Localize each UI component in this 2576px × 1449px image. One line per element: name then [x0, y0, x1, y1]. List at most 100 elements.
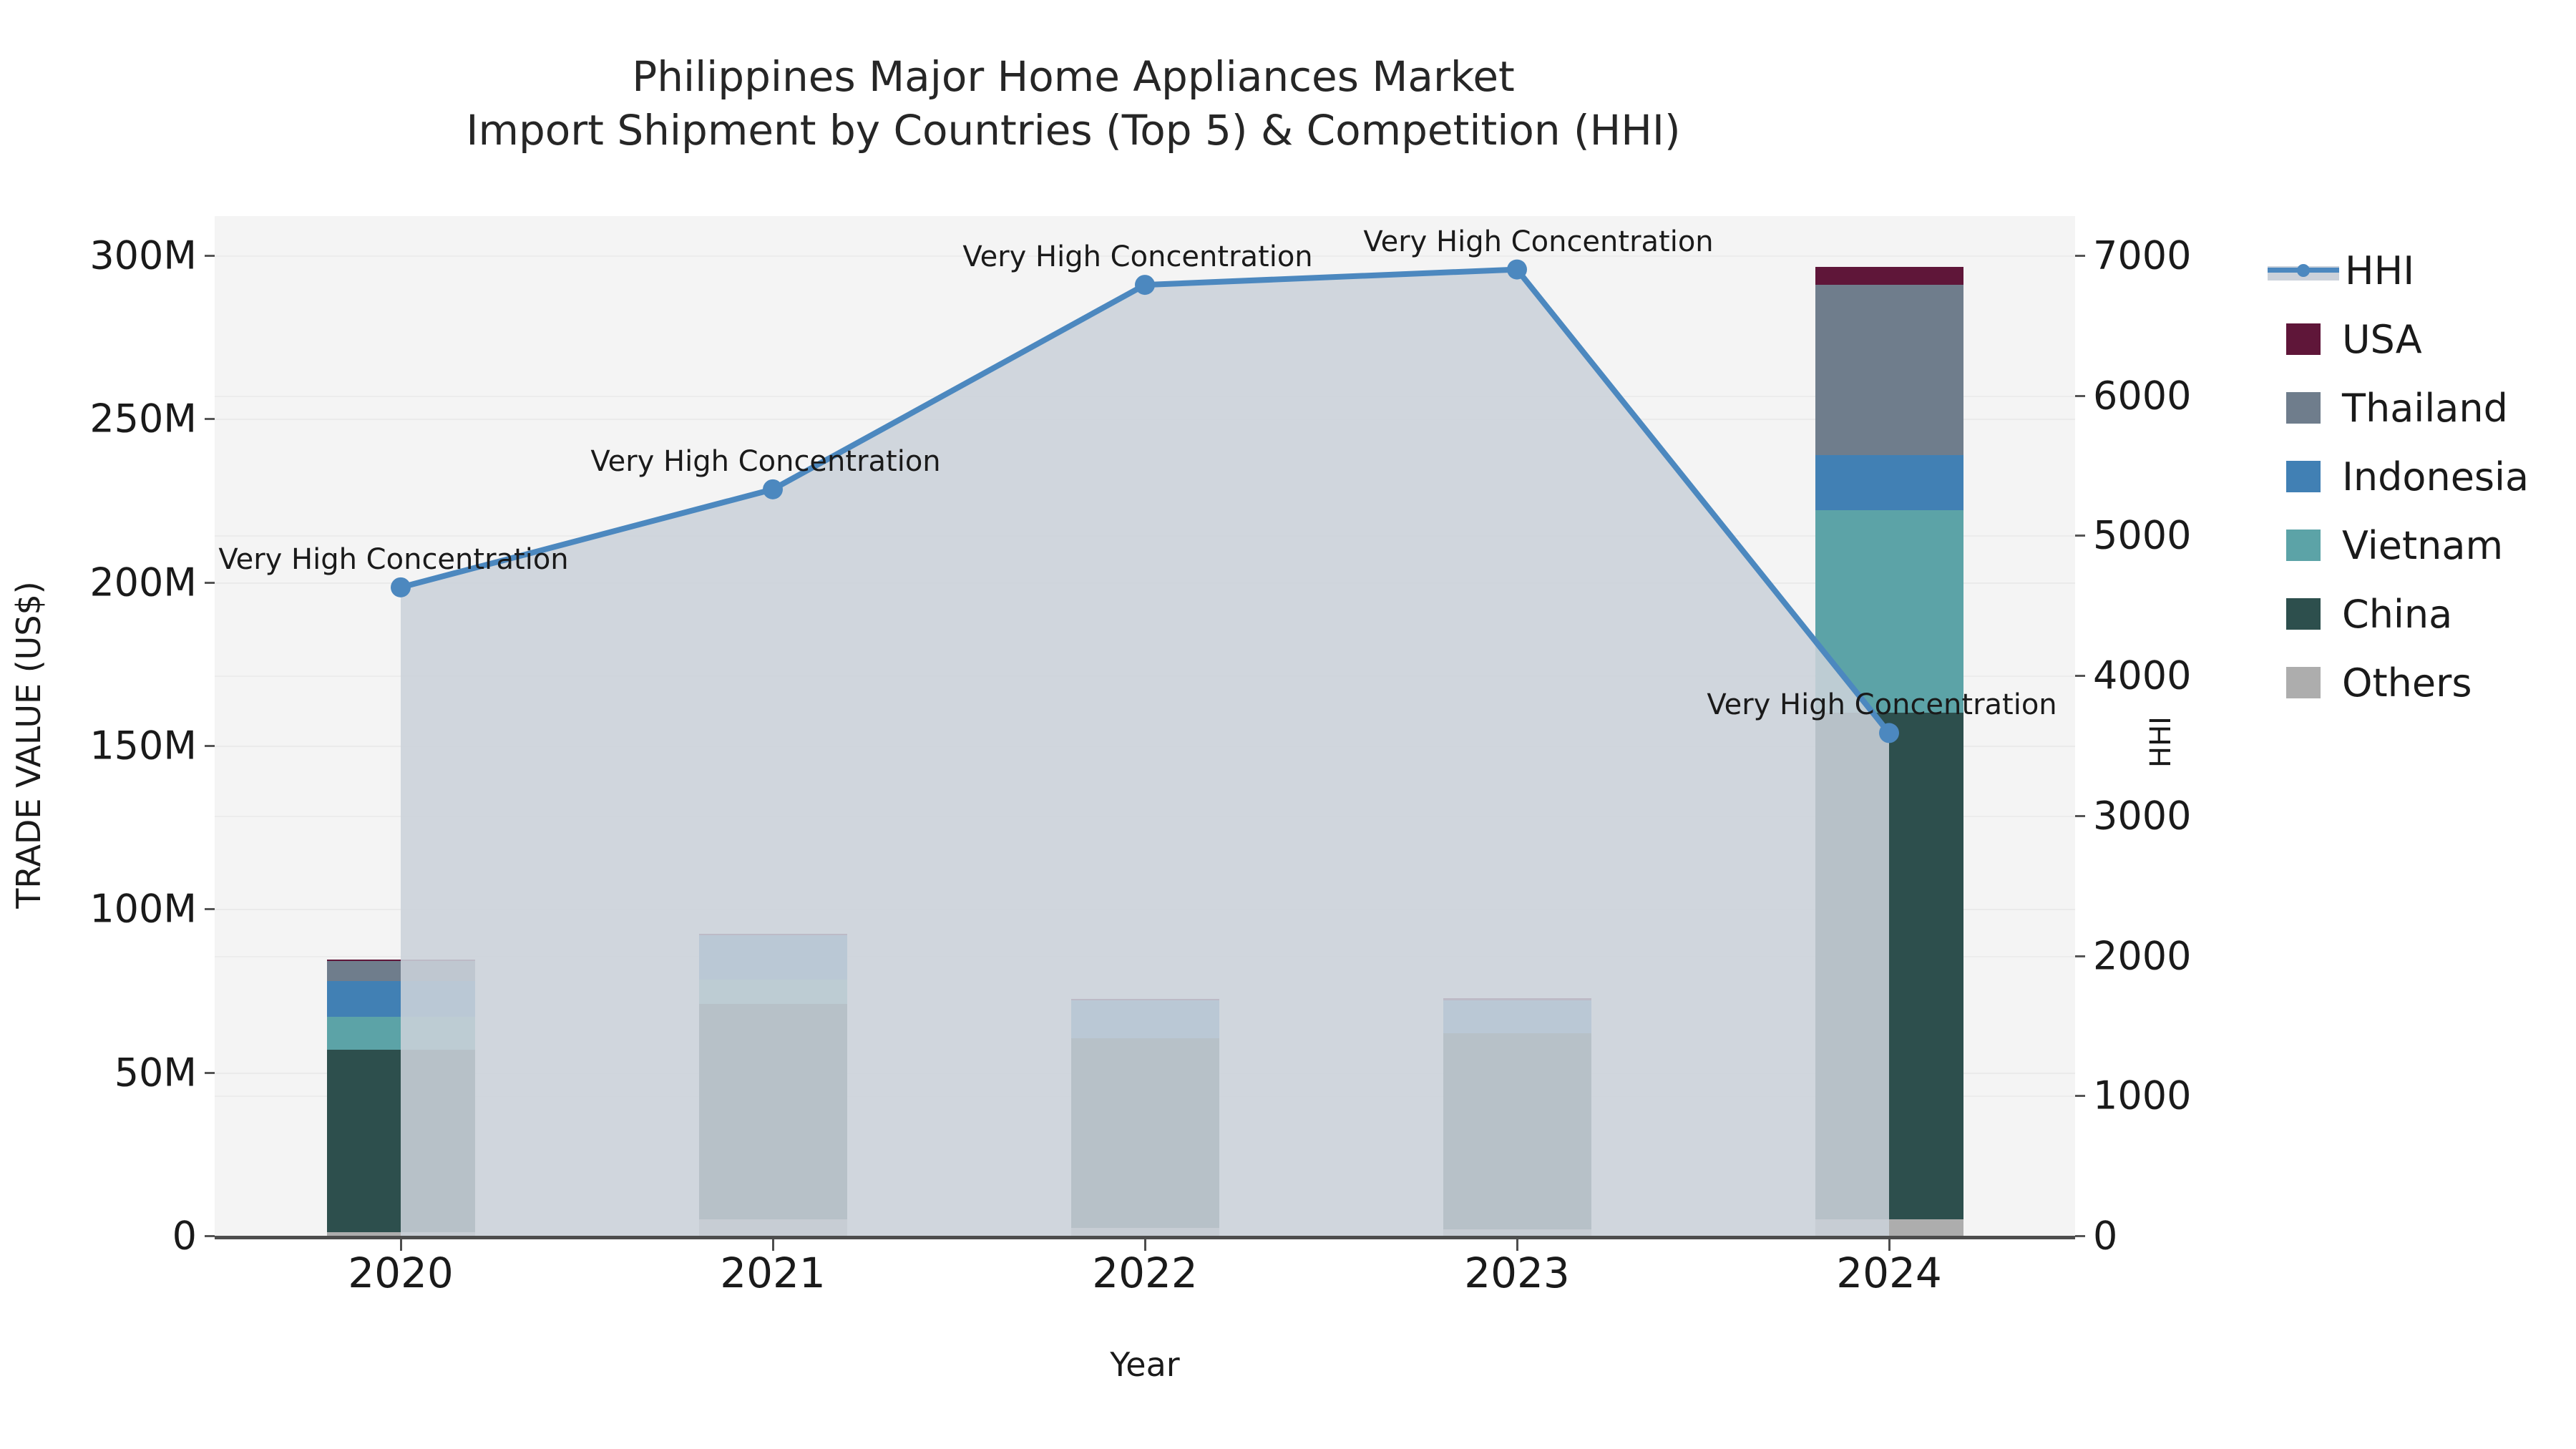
y-axis-left-tick-mark: [205, 1235, 215, 1237]
gridline-right: [215, 395, 2075, 397]
y-axis-right-tick-mark: [2075, 1095, 2085, 1098]
legend-line-swatch: [2268, 255, 2339, 286]
y-axis-right-tick-mark: [2075, 675, 2085, 678]
legend-item-indonesia[interactable]: Indonesia: [2286, 442, 2572, 511]
legend-item-thailand[interactable]: Thailand: [2286, 374, 2572, 442]
legend-item-label: HHI: [2345, 248, 2415, 293]
y-axis-left-tick-label: 300M: [89, 233, 197, 278]
y-axis-right-tick-label: 4000: [2093, 653, 2192, 698]
bar-segment: [698, 979, 847, 1004]
y-axis-right-tick-label: 1000: [2093, 1073, 2192, 1118]
y-axis-right-tick-label: 2000: [2093, 933, 2192, 979]
legend-item-hhi[interactable]: HHI: [2268, 236, 2572, 305]
bar-segment: [1443, 1000, 1591, 1033]
plot-top-edge: [215, 215, 2075, 216]
y-axis-right-tick-label: 0: [2093, 1213, 2118, 1259]
bar-segment: [1070, 1000, 1219, 1038]
legend-item-vietnam[interactable]: Vietnam: [2286, 511, 2572, 580]
bar-segment: [326, 1017, 475, 1050]
gridline-right: [215, 255, 2075, 257]
x-axis-tick-mark: [1144, 1239, 1146, 1251]
legend-item-usa[interactable]: USA: [2286, 305, 2572, 374]
y-axis-right-label: HHI: [2145, 716, 2177, 768]
bar-segment: [1815, 713, 1963, 1220]
gridline-right: [215, 675, 2075, 678]
legend-color-swatch: [2286, 323, 2321, 355]
legend-item-label: USA: [2342, 316, 2422, 362]
bar-segment: [1070, 998, 1219, 1001]
y-axis-left-tick-mark: [205, 581, 215, 584]
y-axis-right-tick-mark: [2075, 1235, 2085, 1237]
bar-segment: [1443, 1033, 1591, 1229]
y-axis-right-tick-mark: [2075, 255, 2085, 257]
y-axis-right-tick-label: 3000: [2093, 793, 2192, 839]
x-axis-tick-mark: [1888, 1239, 1890, 1251]
x-axis-spine: [215, 1236, 2075, 1239]
bar-segment: [326, 960, 475, 962]
bar-segment: [326, 980, 475, 1018]
y-axis-left-tick-mark: [205, 255, 215, 257]
legend-color-swatch: [2286, 461, 2321, 492]
hhi-annotation: Very High Concentration: [590, 444, 941, 478]
legend-color-swatch: [2286, 598, 2321, 630]
hhi-annotation: Very High Concentration: [218, 542, 569, 576]
x-axis-tick-label: 2024: [1836, 1249, 1942, 1297]
x-axis-tick-mark: [400, 1239, 402, 1251]
y-axis-right-tick-mark: [2075, 814, 2085, 817]
bar-segment: [1070, 1038, 1219, 1228]
y-axis-left-tick-label: 50M: [114, 1050, 197, 1096]
legend-item-china[interactable]: China: [2286, 580, 2572, 648]
chart-title: Philippines Major Home Appliances Market…: [0, 50, 2147, 158]
y-axis-right-tick-label: 6000: [2093, 373, 2192, 419]
legend-item-label: Thailand: [2342, 385, 2508, 431]
bar-segment: [698, 935, 847, 980]
gridline-left: [215, 419, 2075, 421]
legend-item-others[interactable]: Others: [2286, 648, 2572, 717]
bar-segment: [1815, 454, 1963, 511]
legend-item-label: Others: [2342, 660, 2472, 706]
x-axis-tick-label: 2022: [1092, 1249, 1198, 1297]
x-axis-tick-label: 2023: [1464, 1249, 1570, 1297]
x-axis-tick-label: 2021: [720, 1249, 826, 1297]
y-axis-right-tick-label: 7000: [2093, 233, 2192, 278]
hhi-annotation: Very High Concentration: [1707, 688, 2057, 722]
bar-segment: [326, 1049, 475, 1233]
bar-segment: [1815, 1219, 1963, 1236]
bar-segment: [698, 1219, 847, 1236]
legend-color-swatch: [2286, 392, 2321, 424]
y-axis-right-tick-mark: [2075, 955, 2085, 957]
bar-segment: [1070, 1227, 1219, 1236]
legend-color-swatch: [2286, 667, 2321, 698]
gridline-left: [215, 746, 2075, 747]
gridline-right: [215, 955, 2075, 957]
gridline-right: [215, 815, 2075, 817]
chart-title-line-1: Philippines Major Home Appliances Market: [632, 52, 1515, 101]
bar-segment: [1815, 510, 1963, 713]
y-axis-left-tick-label: 150M: [89, 723, 197, 769]
y-axis-left-tick-mark: [205, 908, 215, 911]
x-axis-label: Year: [1110, 1345, 1180, 1384]
legend-line-dot: [2297, 264, 2310, 277]
y-axis-left-tick-label: 100M: [89, 886, 197, 932]
y-axis-left-tick-label: 0: [172, 1213, 197, 1259]
gridline-right: [215, 535, 2075, 537]
legend-item-label: Vietnam: [2342, 522, 2504, 568]
bar-segment: [326, 961, 475, 981]
y-axis-left-tick-label: 250M: [89, 396, 197, 441]
bar-segment: [1815, 266, 1963, 286]
y-axis-left-tick-label: 200M: [89, 560, 197, 605]
bar-segment: [1815, 285, 1963, 455]
bar-segment: [698, 933, 847, 935]
x-axis-tick-label: 2020: [348, 1249, 454, 1297]
y-axis-left-label: TRADE VALUE (US$): [9, 581, 48, 909]
bar-segment: [1443, 998, 1591, 1001]
gridline-left: [215, 909, 2075, 911]
y-axis-right-tick-mark: [2075, 394, 2085, 397]
chart-title-line-2: Import Shipment by Countries (Top 5) & C…: [466, 106, 1681, 155]
legend-item-label: Indonesia: [2342, 454, 2529, 499]
gridline-left: [215, 582, 2075, 584]
y-axis-left-tick-mark: [205, 745, 215, 747]
chart-legend: HHI USA Thailand Indonesia Vietnam China Other…: [2268, 236, 2572, 717]
hhi-annotation: Very High Concentration: [1363, 225, 1714, 258]
